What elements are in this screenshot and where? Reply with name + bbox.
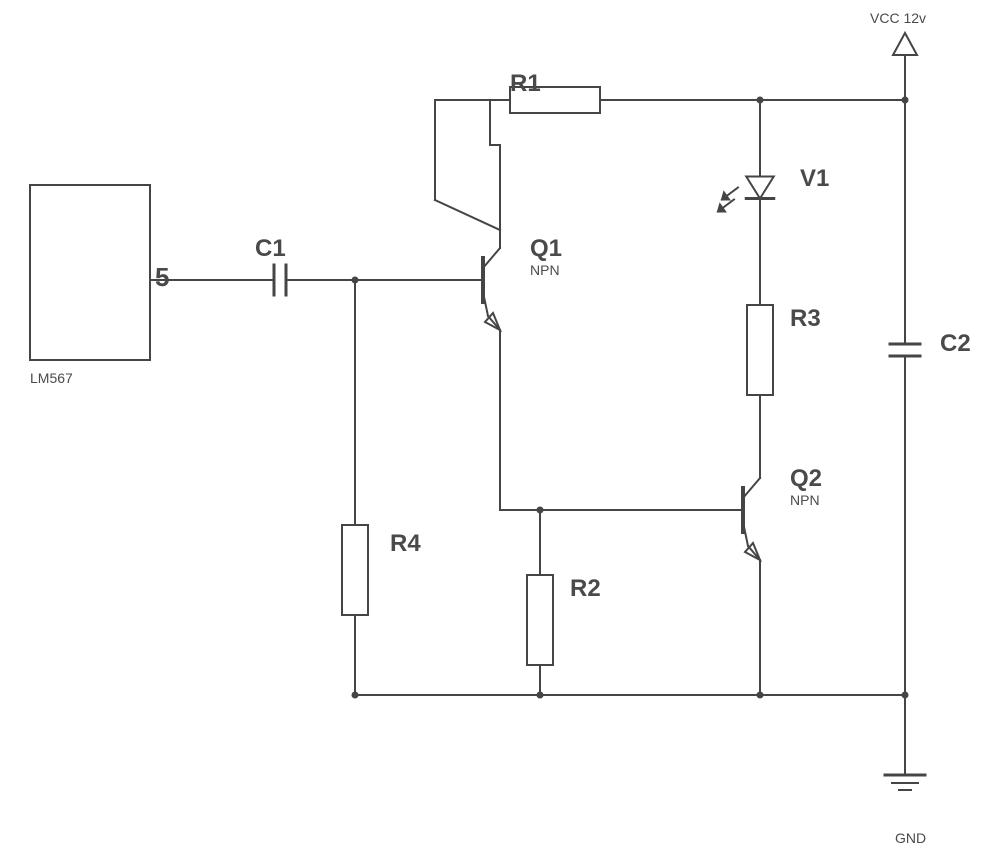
schematic-svg	[0, 0, 1000, 853]
label-q2: Q2	[790, 465, 822, 493]
label-c1: C1	[255, 235, 286, 263]
label-v1: V1	[800, 165, 829, 193]
label-r4: R4	[390, 530, 421, 558]
label-pin5: 5	[155, 262, 169, 293]
label-ic: LM567	[30, 370, 73, 386]
label-vcc: VCC 12v	[870, 10, 926, 26]
label-q2-sub: NPN	[790, 492, 820, 508]
label-c2: C2	[940, 330, 971, 358]
label-r2: R2	[570, 575, 601, 603]
label-q1: Q1	[530, 235, 562, 263]
circuit-canvas: VCC 12v GND R1 R2 R3 R4 C1 C2 Q1 NPN Q2 …	[0, 0, 1000, 853]
label-r1: R1	[510, 70, 541, 98]
label-gnd: GND	[895, 830, 926, 846]
label-r3: R3	[790, 305, 821, 333]
label-q1-sub: NPN	[530, 262, 560, 278]
